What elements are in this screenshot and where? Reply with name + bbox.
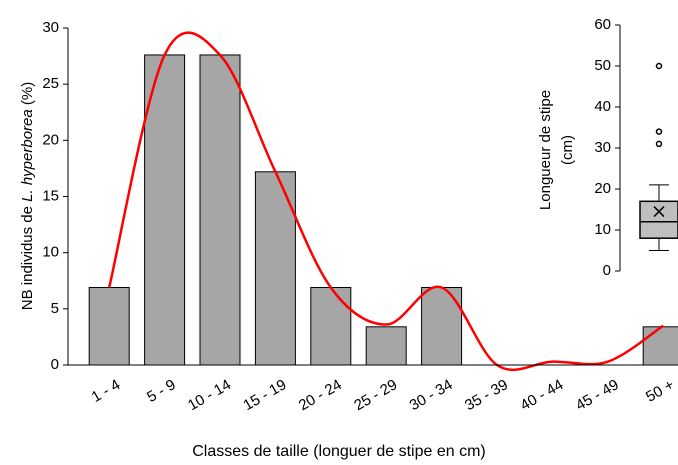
- y-axis-title: NB individus de L. hyperborea (%): [19, 82, 36, 310]
- x-tick-label: 15 - 19: [240, 376, 289, 414]
- x-tick-label: 5 - 9: [144, 376, 178, 406]
- y-tick-label: 25: [42, 75, 59, 92]
- y-tick-label: 20: [42, 131, 59, 148]
- x-tick-label: 30 - 34: [407, 376, 456, 414]
- y-tick-label: 0: [51, 356, 59, 373]
- x-axis-title: Classes de taille (longuer de stipe en c…: [192, 443, 485, 460]
- y-axis-title-part: L. hyperborea: [19, 109, 36, 202]
- outlier: [655, 128, 663, 135]
- bar: [88, 286, 130, 366]
- x-tick-label: 40 - 44: [517, 376, 566, 414]
- y-tick-label: 10: [594, 221, 611, 238]
- mean-marker: [653, 206, 665, 218]
- x-tick-label: 10 - 14: [185, 376, 234, 414]
- y-tick-label: 20: [594, 180, 611, 197]
- y-tick-label: 5: [51, 300, 59, 317]
- bar: [365, 326, 407, 366]
- y-tick-label: 15: [42, 187, 59, 204]
- box: [639, 200, 678, 239]
- y-tick-label: 40: [594, 98, 611, 115]
- bar: [642, 326, 678, 366]
- x-tick-label: 25 - 29: [351, 376, 400, 414]
- y-axis-title-part: (%): [19, 82, 36, 110]
- outlier: [655, 62, 663, 70]
- trend-line: [107, 31, 664, 371]
- bar: [144, 54, 186, 366]
- y-axis-title-part: NB individus de: [19, 202, 36, 310]
- x-tick-label: 20 - 24: [296, 376, 345, 414]
- x-tick-label: 50 +: [643, 376, 677, 406]
- bar: [310, 286, 352, 366]
- y-tick-label: 10: [42, 244, 59, 261]
- x-tick-label: 45 - 49: [573, 376, 622, 414]
- y-tick-label: 0: [603, 262, 611, 279]
- y-tick-label: 50: [594, 57, 611, 74]
- y-tick-label: 30: [594, 139, 611, 156]
- y-axis-title: (cm): [559, 135, 576, 165]
- x-tick-label: 1 - 4: [89, 376, 123, 406]
- outlier: [655, 140, 663, 148]
- y-axis-title: Longueur de stipe: [537, 90, 554, 210]
- y-tick-label: 60: [594, 16, 611, 33]
- bar: [199, 54, 241, 366]
- x-tick-label: 35 - 39: [462, 376, 511, 414]
- y-tick-label: 30: [42, 19, 59, 36]
